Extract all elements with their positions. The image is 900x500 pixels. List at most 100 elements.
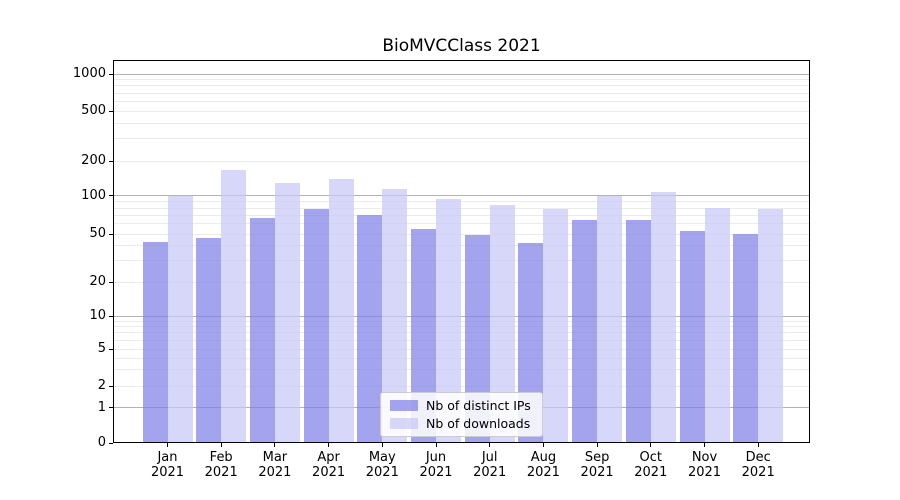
bar-downloads-oct [650, 192, 676, 442]
legend-swatch-distinct-ips [390, 400, 418, 411]
x-tick-label: May 2021 [365, 450, 399, 480]
bar-distinct-ips-oct [625, 220, 651, 442]
x-tick-label: Jun 2021 [419, 450, 453, 480]
major-gridline [114, 195, 809, 197]
minor-gridline [114, 385, 809, 387]
minor-gridline [114, 207, 809, 209]
minor-gridline [114, 214, 809, 216]
x-tick-mark [328, 443, 330, 447]
y-tick-mark [109, 195, 113, 197]
x-tick-label: Jan 2021 [150, 450, 185, 480]
x-tick-mark [650, 443, 652, 447]
bar-distinct-ips-sep [572, 220, 598, 442]
x-tick-mark [435, 443, 437, 447]
y-tick-mark [109, 110, 113, 112]
x-tick-label: Aug 2021 [526, 450, 560, 480]
minor-gridline [114, 320, 809, 322]
y-tick-mark [109, 233, 113, 235]
bar-downloads-feb [221, 169, 247, 442]
y-tick-label: 5 [97, 341, 106, 356]
minor-gridline [114, 100, 809, 102]
minor-gridline [114, 201, 809, 203]
minor-gridline [114, 357, 809, 359]
bar-downloads-sep [597, 195, 623, 442]
y-tick-label: 200 [81, 153, 106, 168]
bar-downloads-mar [274, 183, 300, 442]
x-tick-label: Mar 2021 [258, 450, 292, 480]
bar-distinct-ips-mar [249, 217, 275, 442]
y-tick-mark [109, 385, 113, 387]
minor-gridline [114, 245, 809, 247]
legend: Nb of distinct IPs Nb of downloads [380, 392, 543, 437]
x-tick-label: Feb 2021 [204, 450, 238, 480]
minor-gridline [114, 348, 809, 350]
major-gridline [114, 315, 809, 317]
x-tick-label: Apr 2021 [312, 450, 346, 480]
minor-gridline [114, 223, 809, 225]
minor-gridline [114, 122, 809, 124]
bar-distinct-ips-nov [679, 230, 705, 442]
bar-downloads-aug [543, 208, 569, 442]
x-tick-label: Oct 2021 [634, 450, 668, 480]
y-tick-label: 0 [97, 435, 106, 450]
bar-distinct-ips-feb [196, 238, 222, 442]
minor-gridline [114, 332, 809, 334]
x-tick-mark [489, 443, 491, 447]
legend-label-downloads: Nb of downloads [426, 416, 531, 431]
legend-label-distinct-ips: Nb of distinct IPs [426, 398, 531, 413]
minor-gridline [114, 233, 809, 235]
x-tick-label: Sep 2021 [580, 450, 614, 480]
bar-downloads-apr [328, 178, 354, 442]
x-tick-mark [381, 443, 383, 447]
y-tick-label: 20 [89, 274, 106, 289]
minor-gridline [114, 326, 809, 328]
minor-gridline [114, 160, 809, 162]
y-tick-mark [109, 281, 113, 283]
bar-distinct-ips-dec [733, 234, 759, 442]
x-tick-label: Nov 2021 [687, 450, 722, 480]
bar-downloads-dec [758, 209, 784, 442]
minor-gridline [114, 79, 809, 81]
bar-distinct-ips-apr [303, 209, 329, 442]
bar-distinct-ips-may [357, 215, 383, 442]
minor-gridline [114, 110, 809, 112]
legend-item-downloads: Nb of downloads [390, 416, 533, 431]
bar-downloads-jan [167, 195, 193, 442]
minor-gridline [114, 85, 809, 87]
x-tick-mark [596, 443, 598, 447]
minor-gridline [114, 92, 809, 94]
y-tick-mark [109, 73, 113, 75]
x-tick-mark [542, 443, 544, 447]
chart-title: BioMVCClass 2021 [382, 36, 541, 56]
y-tick-label: 10 [89, 308, 106, 323]
x-tick-mark [274, 443, 276, 447]
x-tick-mark [704, 443, 705, 447]
legend-swatch-downloads [390, 418, 418, 429]
minor-gridline [114, 369, 809, 371]
y-tick-label: 1000 [72, 66, 106, 81]
x-tick-label: Jul 2021 [473, 450, 507, 480]
y-tick-mark [109, 442, 113, 444]
minor-gridline [114, 281, 809, 283]
major-gridline [114, 73, 809, 75]
y-tick-label: 2 [97, 378, 106, 393]
bar-distinct-ips-jan [142, 241, 168, 442]
x-tick-mark [757, 443, 759, 447]
minor-gridline [114, 339, 809, 341]
y-tick-label: 1 [97, 399, 106, 415]
y-tick-label: 50 [89, 226, 106, 241]
minor-gridline [114, 260, 809, 262]
bar-downloads-nov [704, 208, 730, 442]
legend-item-distinct-ips: Nb of distinct IPs [390, 398, 533, 413]
y-tick-mark [109, 407, 113, 409]
y-tick-mark [109, 160, 113, 162]
x-tick-label: Dec 2021 [741, 450, 775, 480]
y-tick-label: 100 [81, 187, 106, 203]
x-tick-mark [167, 443, 168, 447]
y-tick-label: 500 [81, 103, 106, 118]
x-tick-mark [220, 443, 222, 447]
y-tick-mark [109, 348, 113, 350]
minor-gridline [114, 138, 809, 140]
y-tick-mark [109, 315, 113, 317]
